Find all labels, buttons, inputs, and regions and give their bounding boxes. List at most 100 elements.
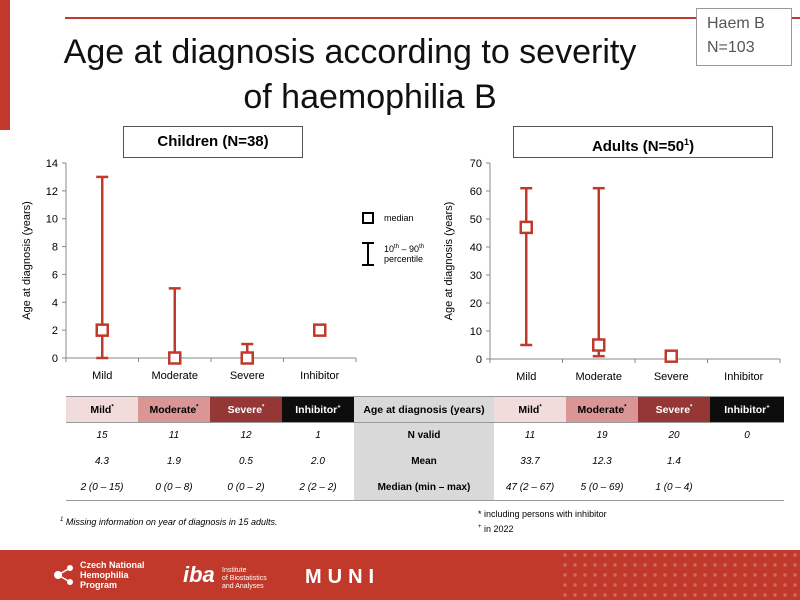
adults-title-suffix: ) [689, 138, 695, 155]
table-cell: 20 [668, 430, 680, 442]
table-cell: 1 [315, 430, 321, 442]
row-label: Mean [354, 448, 494, 475]
table-cell [710, 449, 784, 475]
cnhp-logo-text: Czech National Hemophilia Program [80, 560, 145, 590]
children-y-tick-label: 4 [52, 297, 58, 309]
adults-y-tick-label: 60 [470, 186, 482, 198]
adults-x-tick-label: Severe [654, 371, 689, 383]
header-children-severe: Severe* [210, 396, 282, 423]
children-x-tick-label: Mild [92, 370, 112, 382]
legend-p90: – 90 [399, 244, 420, 254]
table-cell: 0 (0 – 8) [138, 474, 210, 501]
adults-y-tick-label: 20 [470, 298, 482, 310]
table-cell: 2.0 [311, 456, 325, 467]
table-cell: 11 [168, 430, 180, 442]
table-cell: 0 [744, 430, 750, 442]
children-median-point [313, 323, 327, 337]
table-cell: 12 [240, 430, 252, 442]
children-x-tick-label: Moderate [152, 370, 198, 382]
children-y-tick-label: 6 [52, 269, 58, 281]
children-x-tick-label: Severe [230, 370, 265, 382]
header-center: Age at diagnosis (years) [354, 396, 494, 423]
footer-bar [0, 550, 800, 600]
legend-percentile-marker [362, 242, 374, 266]
adults-x-tick-label: Moderate [576, 371, 622, 383]
header-children-inhibitor: Inhibitor+ [282, 396, 354, 423]
adults-median-point [592, 338, 606, 352]
top-rule [65, 17, 800, 19]
table-cell: 1.9 [167, 456, 181, 467]
legend-median-label: median [384, 213, 414, 223]
muni-logo: MUNI [305, 566, 381, 588]
iba-logo: iba [183, 562, 215, 587]
adults-y-axis-title: Age at diagnosis (years) [443, 202, 455, 321]
title-line-2: of haemophilia B [243, 78, 497, 116]
table-cell: 4.3 [95, 456, 109, 467]
table-cell [710, 474, 784, 501]
header-adults-moderate: Moderate* [566, 396, 638, 423]
adults-y-tick-label: 70 [470, 158, 482, 170]
legend-percentile-label: 10th – 90th percentile [384, 242, 424, 264]
table-cell: 12.3 [592, 456, 612, 467]
header-adults-severe: Severe* [638, 396, 710, 423]
legend-percentile-word: percentile [384, 254, 424, 264]
table-cell: 1.4 [667, 456, 681, 467]
footnote-inhibitor: * including persons with inhibitor [478, 509, 607, 519]
footnote-missing: 1 Missing information on year of diagnos… [60, 517, 278, 527]
accent-bar [0, 0, 10, 130]
children-median-point [168, 351, 182, 365]
legend-median-marker [362, 212, 374, 224]
table-cell: 15 [96, 430, 108, 442]
children-y-tick-label: 2 [52, 325, 58, 337]
adults-median-point [519, 220, 533, 235]
children-median-point [240, 351, 254, 365]
table-cell: 2 (2 – 2) [282, 474, 354, 501]
legend-p10-sup: th [394, 244, 400, 250]
table-cell: 2 (0 – 15) [66, 474, 138, 501]
adults-y-tick-label: 50 [470, 214, 482, 226]
row-label: Median (min – max) [354, 474, 494, 501]
children-y-tick-label: 14 [46, 158, 58, 170]
stats-table: Mild* Moderate* Severe* Inhibitor+ Age a… [66, 396, 784, 501]
table-cell: 5 (0 – 69) [566, 474, 638, 501]
table-row: 2 (0 – 15) 0 (0 – 8) 0 (0 – 2) 2 (2 – 2)… [66, 474, 784, 501]
table-cell: 47 (2 – 67) [494, 474, 566, 501]
slide-title: Age at diagnosis according to severity o… [20, 30, 680, 120]
header-adults-inhibitor: Inhibitor+ [710, 396, 784, 423]
iba-logo-text: Institute of Biostatistics and Analyses [222, 567, 267, 590]
adults-y-tick-label: 0 [476, 354, 482, 366]
badge-line-2: N=103 [707, 39, 755, 56]
header-adults-mild: Mild* [494, 396, 566, 423]
title-line-1: Age at diagnosis according to severity [63, 33, 637, 71]
table-row: 15 11 12 1 N valid 11 19 20 0 [66, 422, 784, 449]
adults-y-tick-label: 10 [470, 326, 482, 338]
adults-median-point [664, 349, 678, 363]
table-header-row: Mild* Moderate* Severe* Inhibitor+ Age a… [66, 396, 784, 423]
children-panel-title: Children (N=38) [123, 126, 303, 158]
legend-p10: 10 [384, 244, 395, 254]
cnhp-logo-icon [54, 565, 73, 585]
row-label: N valid [354, 422, 494, 449]
adults-x-tick-label: Inhibitor [724, 371, 763, 383]
children-y-tick-label: 12 [46, 186, 58, 198]
adults-x-tick-label: Mild [516, 371, 536, 383]
children-chart: 0 2 4 6 8 10 12 14 Mild Moderate Severe Inhibitor Ag… [21, 158, 357, 382]
adults-y-tick-label: 30 [470, 270, 482, 282]
adults-panel-title: Adults (N=501) [513, 126, 773, 158]
legend-p90-sup: th [419, 244, 425, 250]
table-cell: 19 [596, 430, 608, 442]
table-row: 4.3 1.9 0.5 2.0 Mean 33.7 12.3 1.4 [66, 448, 784, 475]
adults-title-sup: 1 [684, 137, 690, 147]
children-x-tick-label: Inhibitor [300, 370, 339, 382]
cohort-badge: Haem B N=103 [696, 8, 792, 66]
adults-title-prefix: Adults (N=50 [591, 138, 685, 155]
badge-line-1: Haem B [707, 15, 765, 32]
footnote-year: + in 2022 [478, 524, 514, 534]
children-y-tick-label: 8 [52, 242, 58, 254]
children-y-tick-label: 0 [52, 353, 58, 365]
header-children-mild: Mild* [66, 396, 138, 423]
table-cell: 0 (0 – 2) [210, 474, 282, 501]
table-cell: 1 (0 – 4) [638, 474, 710, 501]
table-cell: 0.5 [239, 456, 253, 467]
adults-y-tick-label: 40 [470, 242, 482, 254]
